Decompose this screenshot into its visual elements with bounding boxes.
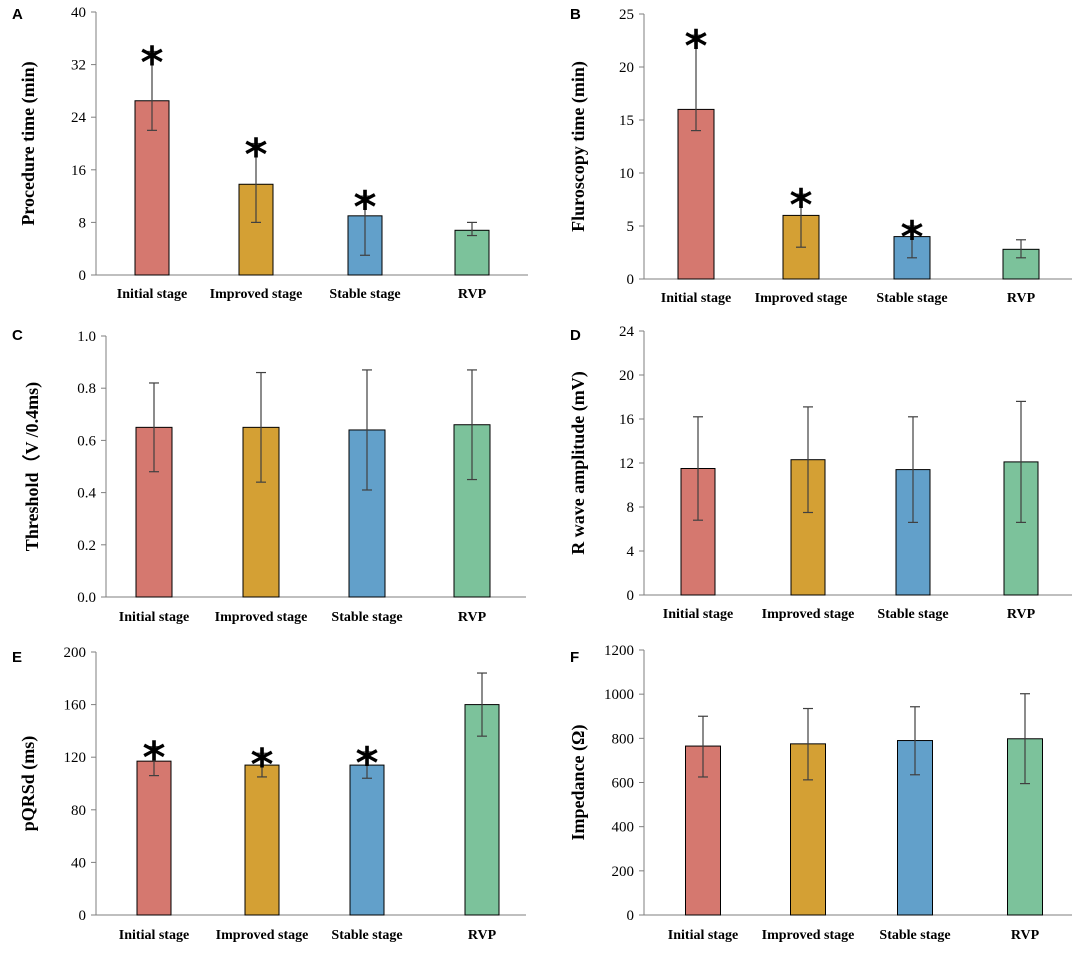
significance-asterisk: * <box>250 739 273 790</box>
y-tick-label: 0 <box>79 908 87 924</box>
y-tick-label: 0.4 <box>77 486 96 502</box>
significance-asterisk: * <box>244 130 267 181</box>
panel-label-a: A <box>12 6 23 23</box>
chart-panel-e: E 0 40 80 120 160 200 pQRSd (ms) Initial stage * I… <box>12 645 526 943</box>
x-tick-label: Initial stage <box>663 607 733 622</box>
y-tick-label: 24 <box>619 324 635 340</box>
y-axis-title: Threshold（V /0.4ms) <box>22 382 43 551</box>
panel-label-c: C <box>12 327 23 344</box>
y-axis-title: pQRSd (ms) <box>18 736 39 832</box>
significance-asterisk: * <box>684 21 707 72</box>
x-tick-label: Improved stage <box>216 928 309 943</box>
significance-asterisk: * <box>900 212 923 263</box>
panel-label-e: E <box>12 649 22 666</box>
bar-b-1 <box>677 108 715 280</box>
y-tick-label: 40 <box>71 855 86 871</box>
y-tick-label: 24 <box>71 110 87 126</box>
y-tick-label: 800 <box>612 731 635 747</box>
y-tick-label: 16 <box>619 412 635 428</box>
y-tick-label: 20 <box>619 368 634 384</box>
y-tick-label: 600 <box>612 776 635 792</box>
chart-panel-d: D 0 4 8 12 16 20 24 R wave amplitude (mV) Initial… <box>568 324 1072 622</box>
y-axis-title: Fluroscopy time (min) <box>568 61 589 232</box>
y-tick-label: 0.0 <box>77 590 96 606</box>
bar-e-1 <box>136 760 172 916</box>
significance-asterisk: * <box>353 182 376 233</box>
y-tick-label: 20 <box>619 60 634 76</box>
bar-e-3 <box>349 764 385 916</box>
y-axis-title: Procedure time (min) <box>18 61 39 225</box>
x-tick-label: Initial stage <box>668 928 738 943</box>
x-tick-label: Stable stage <box>876 291 947 306</box>
y-tick-label: 25 <box>619 7 634 23</box>
y-tick-label: 400 <box>612 820 635 836</box>
chart-panel-c: C 0.0 0.2 0.4 0.6 0.8 1.0 Threshold（V /0.4ms) In… <box>12 327 526 625</box>
y-tick-label: 15 <box>619 113 634 129</box>
y-tick-label: 1200 <box>604 643 634 659</box>
significance-asterisk: * <box>789 180 812 231</box>
y-axis-title: Impedance (Ω) <box>568 725 589 841</box>
x-tick-label: Improved stage <box>762 928 855 943</box>
x-tick-label: Improved stage <box>210 287 303 302</box>
bar-e-4 <box>464 704 500 916</box>
y-tick-label: 0 <box>627 272 635 288</box>
x-tick-label: Stable stage <box>331 928 402 943</box>
x-tick-label: Initial stage <box>117 287 187 302</box>
x-tick-label: RVP <box>1011 928 1040 943</box>
significance-asterisk: * <box>140 37 163 88</box>
x-tick-label: Improved stage <box>755 291 848 306</box>
chart-panel-a: A 0 8 16 24 32 40 Procedure time (min) Initial s… <box>12 5 528 302</box>
y-tick-label: 1.0 <box>77 329 96 345</box>
x-tick-label: RVP <box>468 928 497 943</box>
panel-label-f: F <box>570 649 579 666</box>
x-tick-label: RVP <box>1007 291 1036 306</box>
x-tick-label: Initial stage <box>119 928 189 943</box>
x-tick-label: RVP <box>458 610 487 625</box>
x-tick-label: Stable stage <box>331 610 402 625</box>
y-tick-label: 5 <box>627 219 635 235</box>
y-tick-label: 160 <box>64 698 87 714</box>
x-tick-label: Improved stage <box>762 607 855 622</box>
y-tick-label: 0.8 <box>77 381 96 397</box>
bar-a-4 <box>454 229 490 276</box>
y-tick-label: 120 <box>64 750 87 766</box>
significance-asterisk: * <box>355 738 378 789</box>
panel-label-d: D <box>570 327 581 344</box>
y-tick-label: 200 <box>612 864 635 880</box>
y-tick-label: 0.2 <box>77 538 96 554</box>
y-tick-label: 200 <box>64 645 87 661</box>
y-tick-label: 10 <box>619 166 634 182</box>
x-tick-label: Initial stage <box>119 610 189 625</box>
y-tick-label: 80 <box>71 803 86 819</box>
y-tick-label: 1000 <box>604 687 634 703</box>
x-tick-label: Stable stage <box>877 607 948 622</box>
y-tick-label: 0.6 <box>77 433 96 449</box>
chart-panel-f: F 0 200 400 600 800 1000 1200 Impedance (Ω) Initi… <box>568 643 1072 943</box>
y-tick-label: 0 <box>79 268 87 284</box>
x-tick-label: RVP <box>458 287 487 302</box>
y-tick-label: 32 <box>71 58 86 74</box>
y-axis-title: R wave amplitude (mV) <box>568 371 589 554</box>
significance-asterisk: * <box>142 733 165 784</box>
y-tick-label: 16 <box>71 163 87 179</box>
x-tick-label: Improved stage <box>215 610 308 625</box>
y-tick-label: 40 <box>71 5 86 21</box>
y-tick-label: 0 <box>627 588 635 604</box>
x-tick-label: Initial stage <box>661 291 731 306</box>
y-tick-label: 8 <box>627 500 635 516</box>
chart-panel-b: B 0 5 10 15 20 25 Fluroscopy time (min) Initial … <box>568 6 1072 306</box>
y-tick-label: 8 <box>79 215 87 231</box>
panel-label-b: B <box>570 6 581 23</box>
y-tick-label: 4 <box>627 544 635 560</box>
y-tick-label: 12 <box>619 456 634 472</box>
x-tick-label: Stable stage <box>329 287 400 302</box>
x-tick-label: Stable stage <box>879 928 950 943</box>
y-tick-label: 0 <box>627 908 635 924</box>
x-tick-label: RVP <box>1007 607 1036 622</box>
